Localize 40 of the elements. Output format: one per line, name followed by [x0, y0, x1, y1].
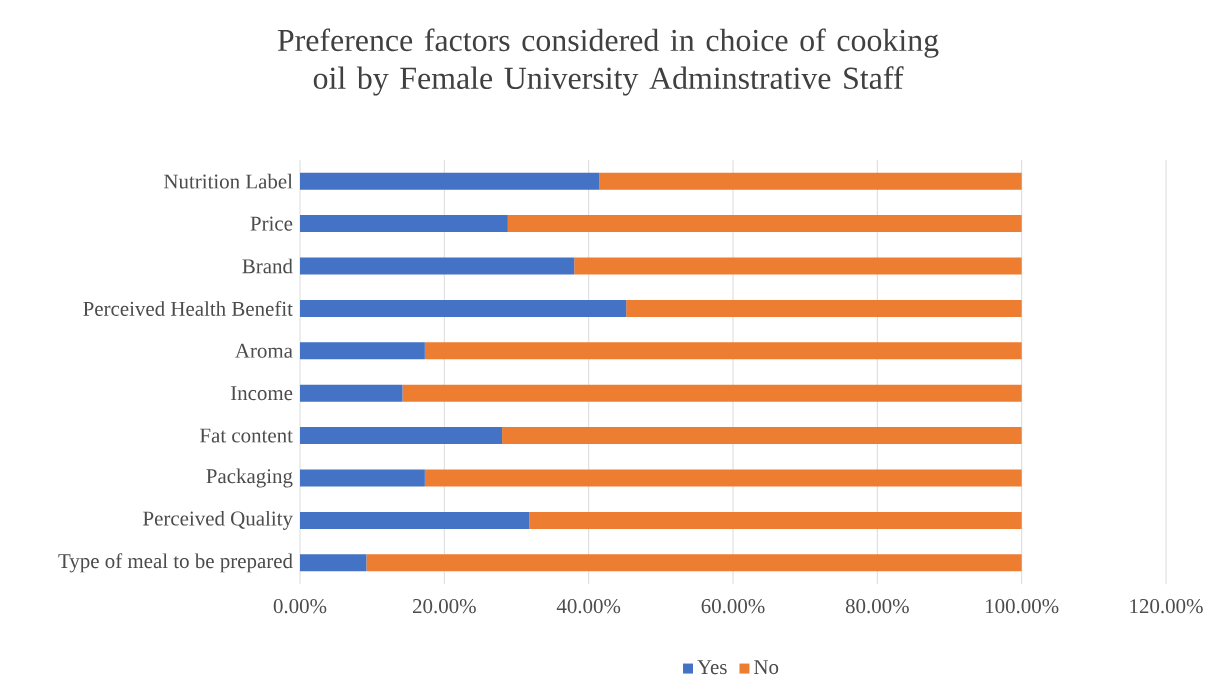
y-tick-label: Brand	[242, 258, 293, 274]
y-tick-label: Price	[250, 216, 293, 231]
bar	[424, 342, 1022, 360]
bar	[366, 554, 1022, 572]
bar	[599, 172, 1022, 190]
x-tick-label: 0.00%	[273, 599, 327, 614]
y-tick-label: Type of meal to be prepared	[58, 553, 293, 573]
bar	[300, 215, 508, 233]
y-tick-label: Income	[230, 386, 293, 401]
bar	[300, 342, 425, 360]
bar	[300, 511, 530, 529]
x-tick-label: 40.00%	[556, 599, 621, 614]
bar	[626, 299, 1022, 317]
legend-label: No	[754, 660, 779, 675]
y-tick-label: Nutrition Label	[163, 173, 293, 189]
y-tick-label: Perceived Health Benefit	[83, 300, 293, 316]
bar	[300, 469, 425, 487]
y-tick-label: Aroma	[235, 343, 293, 358]
bar	[300, 299, 627, 317]
bar	[529, 511, 1022, 529]
bar	[424, 469, 1022, 487]
bar	[300, 384, 403, 402]
y-tick-label: Fat content	[200, 428, 293, 443]
y-tick-label: Packaging	[206, 468, 293, 488]
bar	[300, 257, 575, 275]
x-tick-label: 80.00%	[845, 599, 909, 614]
y-tick-label: Perceived Quality	[143, 510, 293, 530]
bar	[300, 554, 367, 572]
x-tick-label: 120.00%	[1130, 599, 1203, 614]
bar	[507, 215, 1022, 233]
x-tick-label: 100.00%	[986, 599, 1059, 614]
legend-label: Yes	[697, 660, 727, 675]
chart-title: Preference factors considered in choice of cooking oil by Female University Adminstrative Staff	[277, 28, 939, 96]
bar	[502, 427, 1022, 445]
bar	[300, 427, 503, 445]
bar	[574, 257, 1022, 275]
bar	[300, 172, 600, 190]
bar	[402, 384, 1022, 402]
x-tick-label: 20.00%	[412, 599, 476, 614]
x-tick-label: 60.00%	[701, 599, 765, 614]
